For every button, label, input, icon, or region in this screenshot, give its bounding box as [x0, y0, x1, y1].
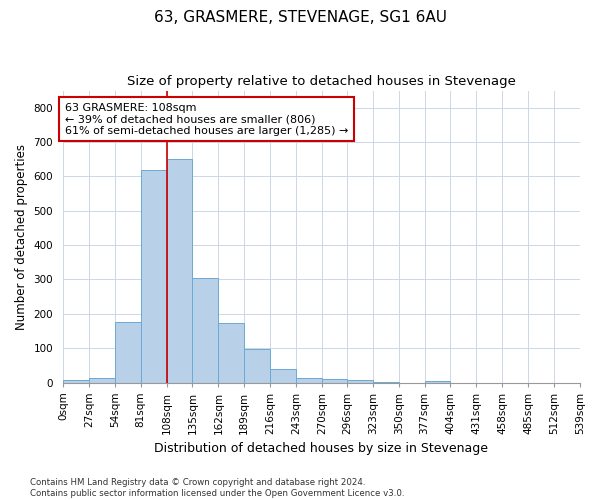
Bar — [193, 278, 218, 382]
Bar — [425, 381, 451, 382]
Bar — [89, 378, 115, 382]
Text: 63 GRASMERE: 108sqm
← 39% of detached houses are smaller (806)
61% of semi-detac: 63 GRASMERE: 108sqm ← 39% of detached ho… — [65, 102, 348, 136]
Bar — [63, 380, 89, 382]
Bar — [140, 170, 167, 382]
Bar — [167, 158, 193, 382]
Bar — [218, 323, 244, 382]
Y-axis label: Number of detached properties: Number of detached properties — [15, 144, 28, 330]
Bar — [347, 380, 373, 382]
Bar — [322, 379, 347, 382]
X-axis label: Distribution of detached houses by size in Stevenage: Distribution of detached houses by size … — [154, 442, 488, 455]
Bar — [270, 369, 296, 382]
Text: Contains HM Land Registry data © Crown copyright and database right 2024.
Contai: Contains HM Land Registry data © Crown c… — [30, 478, 404, 498]
Title: Size of property relative to detached houses in Stevenage: Size of property relative to detached ho… — [127, 75, 516, 88]
Text: 63, GRASMERE, STEVENAGE, SG1 6AU: 63, GRASMERE, STEVENAGE, SG1 6AU — [154, 10, 446, 25]
Bar — [244, 349, 270, 382]
Bar — [115, 322, 140, 382]
Bar — [296, 378, 322, 382]
